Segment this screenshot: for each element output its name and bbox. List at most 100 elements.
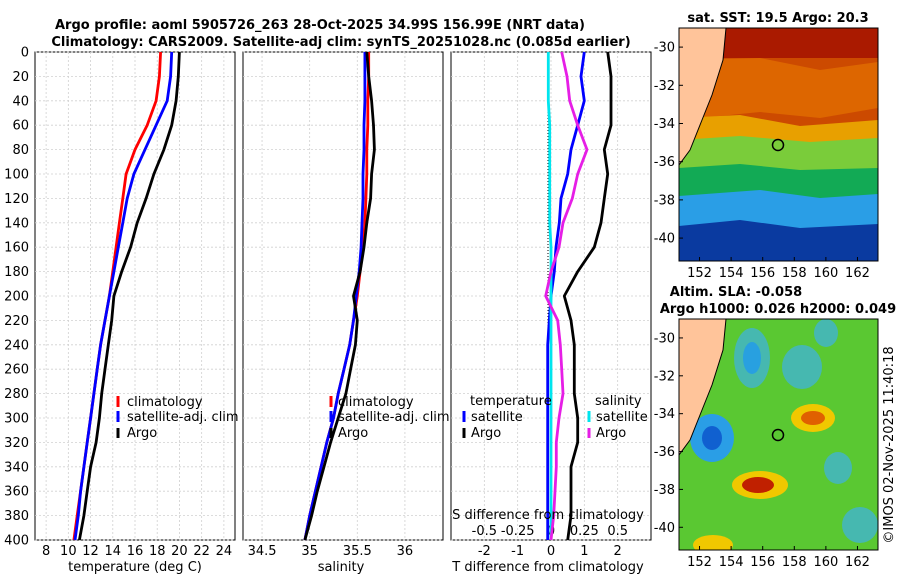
sst-lon-tick-label: 154 [719,266,744,281]
depth-tick-label: 160 [4,241,29,256]
sla-map-title-line1: Altim. SLA: -0.058 [670,285,802,300]
temperature-xtick-label: 12 [82,544,99,559]
temperature-xtick-label: 20 [171,544,188,559]
legend-s-argo-label: Argo [596,426,626,441]
sst-band-darkblue [679,220,878,261]
temperature-satellite-adj-clim-line [73,51,174,541]
depth-tick-label: 200 [4,290,29,305]
sla-lat-tick-label: -30 [654,331,675,346]
depth-tick-label: 100 [4,168,29,183]
sst-band-green [679,164,878,200]
sla-eddy [742,477,774,493]
legend-salinity-title: salinity [595,394,642,409]
sla-lon-tick-label: 154 [719,555,744,570]
temperature-argo-line [78,51,181,541]
imos-stamp-box: ©IMOS 02-Nov-2025 11:40:18 [882,346,897,543]
salinity-xlabel: salinity [318,560,365,575]
depth-tick-label: 140 [4,216,29,231]
difference-top-tick-label: -0.25 [501,524,535,539]
temperature-xtick-label: 18 [149,544,166,559]
salinity-xtick-label: 36 [397,544,414,559]
sst-band-orange [679,58,878,120]
figure-title-line1: Argo profile: aoml 5905726_263 28-Oct-20… [55,18,585,33]
depth-tick-label: 380 [4,509,29,524]
legend-argo-label: Argo [127,426,157,441]
sla-lon-tick-label: 162 [845,555,870,570]
difference-xtick-label: -2 [478,544,491,559]
sla-eddy [693,535,733,550]
legend-satellite-label: satellite-adj. clim [127,410,239,425]
depth-tick-label: 240 [4,338,29,353]
sla-eddy [842,507,878,543]
legend-satellite-label: satellite-adj. clim [338,410,450,425]
difference-xlabel: T difference from climatology [451,560,644,575]
depth-tick-label: 180 [4,265,29,280]
sla-lat-tick-label: -32 [654,369,675,384]
sla-lat-tick-label: -36 [654,445,675,460]
sla-lat-tick-label: -38 [654,483,675,498]
legend-temperature-title: temperature [470,394,552,409]
depth-tick-label: 300 [4,412,29,427]
salinity-argo-line [303,51,376,541]
sla-map-title-line2: Argo h1000: 0.026 h2000: 0.049 [660,302,896,317]
depth-tick-label: 280 [4,387,29,402]
sla-lon-tick-label: 156 [750,555,775,570]
sla-lon-tick-label: 152 [687,555,712,570]
sla-map-frame [678,318,879,551]
temperature-xtick-label: 22 [193,544,210,559]
sst-band-lightgreen [679,136,878,172]
sla-map [679,319,878,550]
sst-map-frame [678,27,879,262]
temperature-xtick-label: 16 [127,544,144,559]
difference-t-argo-line [562,51,613,541]
sla-lon-tick-label: 158 [782,555,807,570]
sst-lat-tick-label: -36 [654,155,675,170]
depth-tick-label: 260 [4,363,29,378]
depth-tick-label: 60 [12,119,29,134]
sla-eddy [743,342,761,374]
sst-lat-tick-label: -34 [654,117,675,132]
temperature-xlabel: temperature (deg C) [68,560,202,575]
sla-eddy [702,426,722,450]
temperature-xtick-label: 24 [216,544,233,559]
sst-lat-tick-label: -32 [654,79,675,94]
salinity-legend: climatology satellite-adj. clim Argo [329,395,450,441]
sla-lat-tick-label: -34 [654,407,675,422]
temperature-legend: climatology satellite-adj. clim Argo [116,395,239,441]
sla-eddy [801,411,825,425]
legend-argo-label: Argo [338,426,368,441]
depth-tick-label: 360 [4,485,29,500]
difference-s-argo-line [544,51,589,541]
difference-xtick-label: 1 [580,544,588,559]
sst-argo-marker [771,138,785,152]
depth-tick-label: 400 [4,534,29,549]
legend-climatology-label: climatology [338,395,414,410]
difference-top-tick-label: -0.5 [472,524,497,539]
depth-tick-label: 0 [21,46,29,61]
sla-eddy [782,345,822,389]
legend-climatology-label: climatology [127,395,203,410]
depth-tick-label: 80 [12,143,29,158]
sla-land [679,319,726,455]
sla-argo-marker [771,428,785,442]
sla-lat-tick-label: -40 [654,521,675,536]
difference-legend: temperature satellite Argo salinity sate… [462,394,648,441]
sla-eddy [824,452,852,484]
legend-s-satellite-label: satellite [596,410,648,425]
temperature-xtick-label: 14 [105,544,122,559]
sst-lon-tick-label: 160 [813,266,838,281]
sst-lon-tick-label: 162 [845,266,870,281]
temperature-xtick-label: 8 [42,544,50,559]
salinity-xtick-label: 34.5 [248,544,277,559]
temperature-xtick-label: 10 [60,544,77,559]
sst-lon-tick-label: 152 [687,266,712,281]
difference-xtick-label: 2 [614,544,622,559]
depth-tick-label: 120 [4,192,29,207]
imos-stamp: ©IMOS 02-Nov-2025 11:40:18 [882,346,897,543]
salinity-satellite-adj-clim-line [303,52,367,541]
difference-xtick-label: -1 [511,544,524,559]
sst-lon-tick-label: 156 [750,266,775,281]
sst-band-lightblue [679,190,878,230]
sst-lat-tick-label: -38 [654,193,675,208]
figure-title-line2: Climatology: CARS2009. Satellite-adj cli… [51,35,630,50]
